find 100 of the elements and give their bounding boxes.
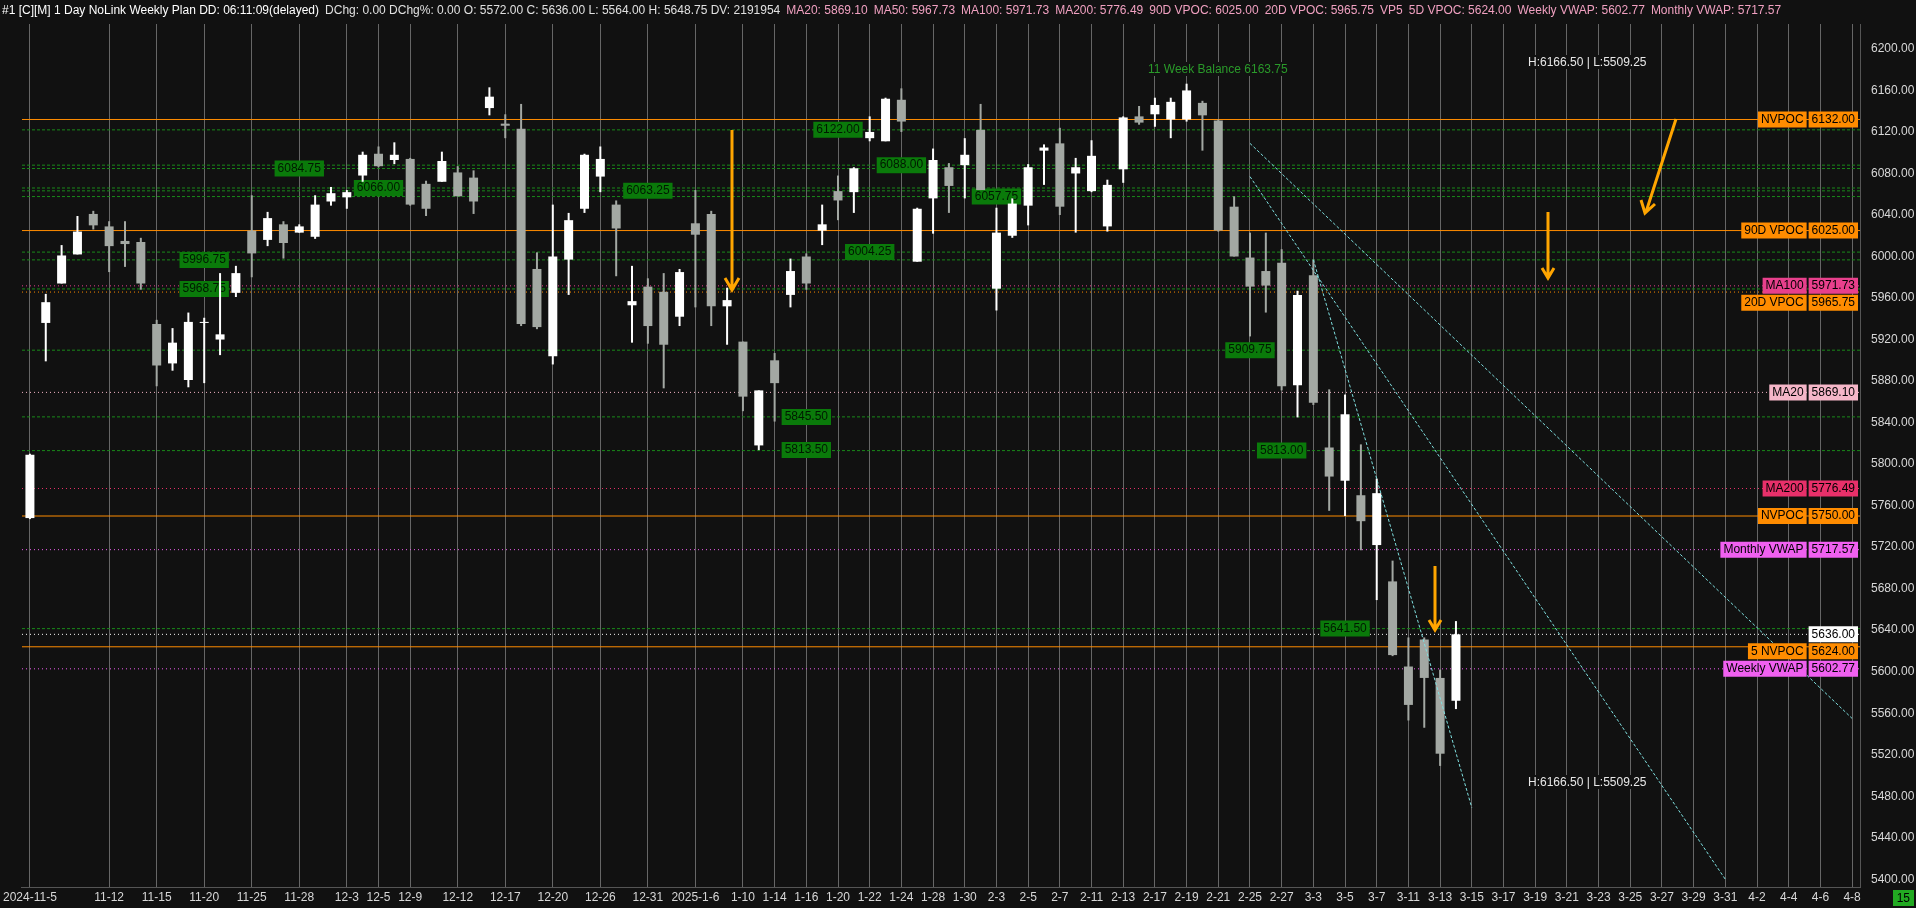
annotation: 5845.50 [784, 409, 829, 424]
x-tick-label: 12-3 [334, 890, 360, 905]
candlestick [1150, 96, 1160, 128]
y-tick-label: 5400.00 [1871, 871, 1915, 886]
x-tick-label: 1-16 [794, 890, 819, 905]
candlestick [722, 286, 732, 346]
ref-line-label: MA200 5776.49 [1765, 480, 1856, 495]
text: 15 [1892, 890, 1914, 906]
x-tick-label: 2-5 [1019, 890, 1038, 905]
ref-line-label: MA100 5971.73 [1765, 278, 1856, 293]
x-tick-label: 3-31 [1713, 890, 1738, 905]
text: MA200: 5776.49 [1055, 3, 1144, 17]
x-tick-label: 2-13 [1111, 890, 1136, 905]
candlestick [437, 150, 447, 183]
text: 20D VPOC: 5965.75 [1264, 3, 1375, 17]
annotation: 6057.75 [974, 188, 1019, 203]
candlestick [500, 113, 510, 140]
chart-title: #1 [C][M] 1 Day NoLink Weekly Plan DD: 06:11:09(delayed) [2, 3, 320, 17]
text: MA100: 5971.73 [961, 3, 1050, 17]
text: 90D VPOC: 6025.00 [1149, 3, 1259, 17]
y-tick-label: 6040.00 [1871, 207, 1915, 222]
candlestick [120, 220, 130, 268]
x-tick-label: 3-23 [1586, 890, 1611, 905]
ref-line-label: 90D VPOC 6025.00 [1744, 222, 1856, 237]
x-tick-label: 2025-1-6 [671, 890, 720, 905]
candlestick [389, 141, 399, 166]
y-tick-label: 5720.00 [1871, 539, 1915, 554]
candlestick [342, 189, 352, 210]
y-tick-label: 5760.00 [1871, 497, 1915, 512]
candlestick [374, 145, 384, 169]
text: MA20: 5869.10 [786, 3, 868, 17]
candlestick [168, 327, 178, 372]
candlestick [896, 87, 906, 133]
annotation: 5996.75 [182, 252, 227, 267]
x-tick-label: 2-25 [1237, 890, 1263, 905]
x-tick-label: 2-7 [1051, 890, 1069, 905]
x-tick-label: 3-27 [1649, 890, 1675, 905]
x-tick-label: 1-20 [825, 890, 851, 905]
y-tick-label: 6200.00 [1871, 41, 1915, 56]
ref-line-label: NVPOC 6132.00 [1760, 111, 1856, 126]
y-tick-label: 5920.00 [1871, 331, 1915, 346]
x-tick-label: 3-11 [1396, 890, 1421, 905]
candlestick [88, 209, 98, 231]
x-tick-label: 2-3 [987, 890, 1006, 905]
candlestick [453, 165, 463, 198]
candlestick [595, 145, 605, 194]
x-tick-label: 11-28 [284, 890, 315, 905]
x-tick-label: 11-12 [94, 890, 125, 905]
x-tick-label: 4-6 [1811, 890, 1830, 905]
candlestick [247, 194, 257, 279]
x-tick-label: 11-20 [189, 890, 220, 905]
x-tick-label: 2024-11-5 [3, 890, 58, 905]
x-tick-label: 3-15 [1459, 890, 1485, 905]
ref-line-label: 5 NVPOC 5624.00 [1750, 643, 1856, 658]
candlestick [358, 150, 368, 183]
ref-line-label: Weekly VWAP 5602.77 [1726, 661, 1856, 676]
y-tick-label: 6160.00 [1871, 82, 1915, 97]
x-tick-label: 1-14 [762, 890, 787, 905]
annotation: 6004.25 [848, 244, 892, 259]
x-tick-label: 2-21 [1206, 890, 1231, 905]
annotation: 5641.50 [1323, 620, 1368, 635]
y-tick-label: 5680.00 [1871, 580, 1915, 595]
annotation: 5909.75 [1228, 342, 1272, 357]
x-tick-label: 1-28 [921, 890, 946, 905]
x-tick-label: 3-7 [1368, 890, 1386, 905]
annotation: 6063.25 [626, 183, 670, 198]
x-tick-label: 4-4 [1780, 890, 1798, 905]
candlestick [627, 264, 637, 344]
x-tick-label: 3-17 [1491, 890, 1516, 905]
candlestick [770, 352, 780, 423]
candlestick [1039, 143, 1049, 186]
candlestick [611, 199, 621, 278]
candlestick [1197, 99, 1207, 152]
text: Monthly VWAP: 5717.57 [1650, 3, 1782, 17]
candlestick [278, 220, 288, 260]
text: MA50: 5967.73 [873, 3, 956, 17]
x-tick-label: 12-17 [489, 890, 521, 905]
y-tick-label: 5560.00 [1871, 705, 1915, 720]
annotation: 5813.50 [784, 442, 829, 457]
x-tick-label: 12-26 [584, 890, 616, 905]
candlestick [1261, 231, 1271, 314]
x-tick-label: 3-3 [1304, 890, 1323, 905]
candlestick [960, 137, 970, 200]
x-tick-label: 1-30 [952, 890, 978, 905]
candlestick [326, 185, 336, 207]
x-tick-label: 1-24 [889, 890, 914, 905]
candlestick [1071, 156, 1081, 234]
annotation: H:6166.50 | L:5509.25 [1526, 775, 1649, 789]
candlestick [865, 115, 875, 143]
x-tick-label: 3-19 [1523, 890, 1548, 905]
candlestick [785, 257, 795, 309]
candlestick [833, 174, 843, 222]
annotation: 6122.00 [816, 122, 861, 137]
candlestick [1166, 96, 1176, 140]
x-tick-label: 2-27 [1269, 890, 1294, 905]
annotation: 11 Week Balance 6163.75 [1146, 62, 1290, 76]
x-tick-label: 12-9 [398, 890, 423, 905]
text: 5D VPOC: 5624.00 [1408, 3, 1512, 17]
chart-subtitle: DChg: 0.00 DChg%: 0.00 O: 5572.00 C: 5636.00 L: 5564.00 H: 5648.75 DV: 2191954 [325, 3, 781, 17]
ref-line-label: Monthly VWAP 5717.57 [1723, 541, 1856, 556]
